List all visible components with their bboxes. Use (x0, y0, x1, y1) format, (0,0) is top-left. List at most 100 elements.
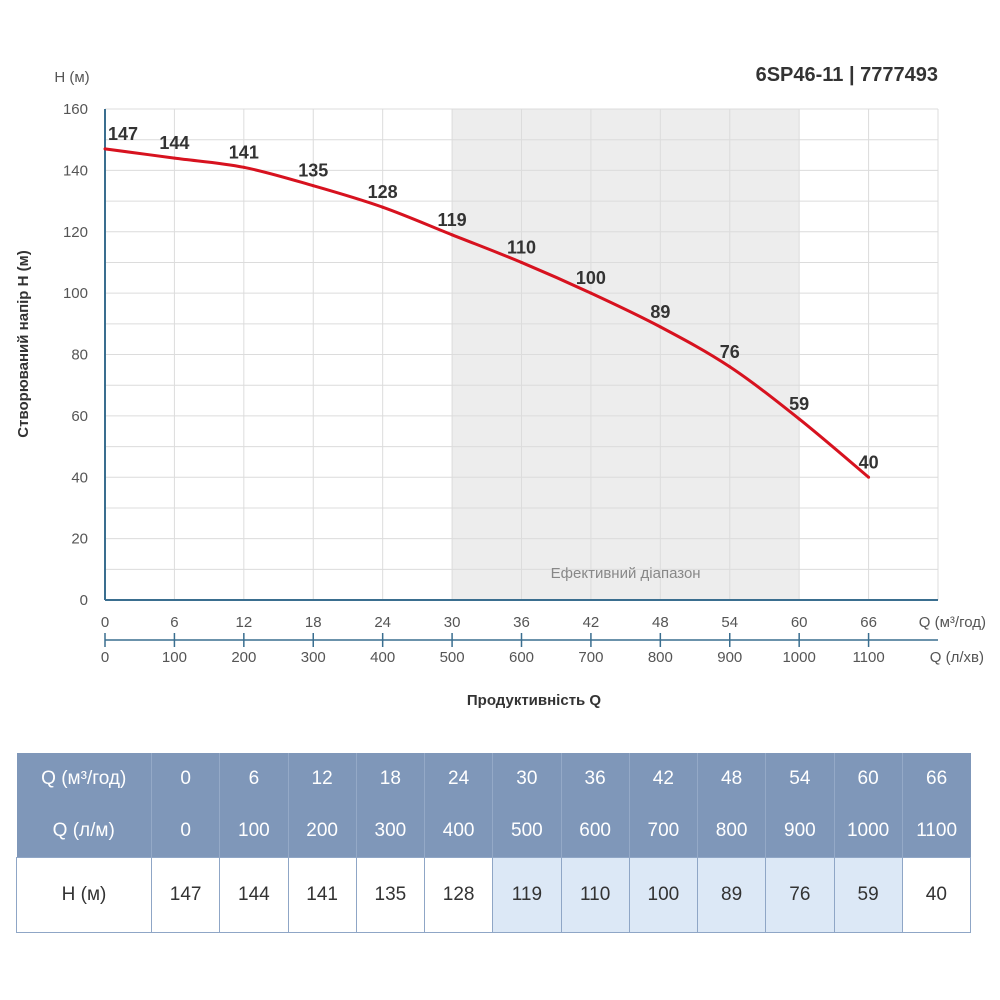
head-curve-line (104, 147, 870, 479)
pump-curve-chart: 0204060801001201401600061001220018300244… (15, 64, 986, 709)
table-cell: 12 (288, 753, 357, 805)
table-cell: 100 (628, 857, 699, 933)
data-point (867, 475, 871, 479)
performance-table: Q (м³/год) 0 6 12 18 24 30 36 42 48 54 6… (16, 753, 972, 933)
x-tick-label-primary: 60 (791, 614, 808, 631)
data-point (311, 184, 315, 188)
y-tick-label: 0 (80, 592, 88, 609)
data-label: 40 (859, 452, 879, 472)
x-tick-label-primary: 30 (444, 614, 461, 631)
table-cell: 54 (765, 753, 835, 805)
grid-layer (105, 108, 939, 601)
x-tick-label-secondary: 900 (717, 649, 742, 666)
x-tick-label-secondary: 700 (578, 649, 603, 666)
y-tick-label: 20 (71, 531, 88, 548)
y-axis-title: Створюваний напір H (м) (15, 250, 32, 437)
table-cell: 128 (423, 857, 494, 933)
axis-layer: 0204060801001201401600061001220018300244… (63, 101, 938, 666)
table-cell: 800 (697, 805, 767, 858)
table-cell: 119 (492, 857, 562, 933)
series-layer (103, 147, 871, 479)
x-tick-label-primary: 24 (374, 614, 391, 631)
table-cell: 500 (492, 805, 562, 858)
table-cell: 300 (356, 805, 426, 858)
data-label: 76 (720, 342, 740, 362)
data-point (242, 165, 246, 169)
x-tick-label-primary: 12 (235, 614, 252, 631)
row-label-h: H (м) (16, 857, 152, 933)
x-tick-label-secondary: 600 (509, 649, 534, 666)
table-cell: 42 (629, 753, 699, 805)
y-tick-label: 120 (63, 224, 88, 241)
table-cell: 100 (219, 805, 289, 858)
table-cell: 6 (219, 753, 289, 805)
table-cell: 0 (151, 805, 221, 858)
data-label: 119 (438, 210, 467, 230)
row-label-q-lmin: Q (л/м) (16, 805, 152, 858)
efficient-range-label: Ефективний діапазон (551, 565, 701, 582)
y-tick-label: 80 (71, 347, 88, 364)
x-tick-label-primary: 48 (652, 614, 669, 631)
table-cell: 76 (765, 857, 835, 933)
x-tick-label-primary: 36 (513, 614, 530, 631)
data-label: 100 (576, 268, 606, 288)
data-label: 128 (368, 182, 398, 202)
data-point (172, 156, 176, 160)
table-cell: 0 (151, 753, 221, 805)
data-label: 59 (789, 394, 809, 414)
y-tick-label: 140 (63, 162, 88, 179)
table-row-q-lmin: Q (л/м) 0 100 200 300 400 500 600 700 80… (16, 805, 971, 858)
data-point (728, 365, 732, 369)
x-tick-label-secondary: 0 (101, 649, 109, 666)
table-cell: 1100 (902, 805, 971, 858)
table-cell: 48 (697, 753, 767, 805)
table-cell: 700 (629, 805, 699, 858)
table-cell: 18 (356, 753, 426, 805)
table-cell: 144 (219, 857, 289, 933)
table-cell: 24 (424, 753, 494, 805)
table-cell: 200 (288, 805, 357, 858)
x-tick-label-secondary: 1000 (782, 649, 815, 666)
y-tick-label: 60 (71, 408, 88, 425)
row-label-q-m3h: Q (м³/год) (16, 753, 152, 805)
x-tick-label-secondary: 400 (370, 649, 395, 666)
y-tick-label: 160 (63, 101, 88, 118)
x-tick-label-primary: 54 (721, 614, 738, 631)
table-cell: 60 (834, 753, 903, 805)
x-tick-label-primary: 42 (583, 614, 600, 631)
x-unit-secondary-label: Q (л/хв) (930, 649, 984, 666)
table-cell: 30 (492, 753, 562, 805)
table-cell: 59 (833, 857, 903, 933)
x-tick-label-primary: 18 (305, 614, 322, 631)
x-tick-label-primary: 66 (860, 614, 877, 631)
table-cell: 135 (355, 857, 426, 933)
y-unit-label: H (м) (54, 69, 89, 86)
table-cell: 1000 (834, 805, 903, 858)
x-axis-title: Продуктивність Q (467, 692, 602, 709)
x-tick-label-secondary: 800 (648, 649, 673, 666)
data-point (658, 325, 662, 329)
data-label: 141 (229, 142, 259, 162)
y-tick-label: 40 (71, 469, 88, 486)
table-cell: 900 (765, 805, 835, 858)
y-tick-label: 100 (63, 285, 88, 302)
x-tick-label-secondary: 200 (231, 649, 256, 666)
table-cell: 600 (561, 805, 630, 858)
chart-title: 6SP46-11 | 7777493 (756, 64, 938, 86)
data-point (381, 205, 385, 209)
data-label: 135 (298, 161, 328, 181)
data-point (797, 417, 801, 421)
data-label: 110 (507, 237, 536, 257)
data-point (520, 260, 523, 264)
table-cell: 141 (287, 857, 357, 933)
table-cell: 66 (902, 753, 971, 805)
x-tick-label-secondary: 1100 (852, 649, 884, 666)
x-tick-label-secondary: 500 (440, 649, 465, 666)
data-point (103, 147, 107, 151)
data-label: 147 (108, 124, 138, 144)
table-cell: 110 (560, 857, 630, 933)
table-cell: 89 (696, 857, 767, 933)
table-cell: 36 (561, 753, 630, 805)
x-tick-label-secondary: 100 (162, 649, 187, 666)
data-point (450, 233, 454, 237)
